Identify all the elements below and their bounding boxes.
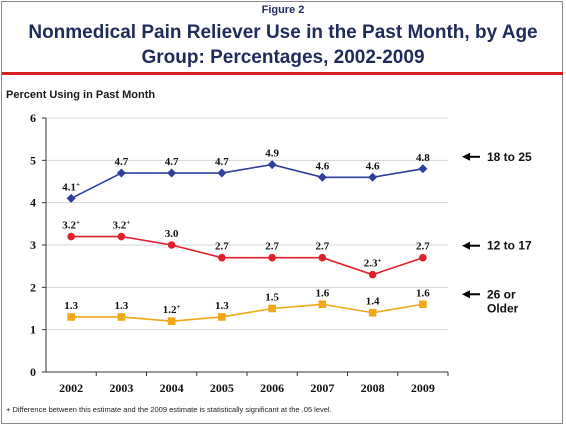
y-axis-label: Percent Using in Past Month — [6, 89, 156, 101]
data-point — [218, 253, 226, 262]
chart-title: Nonmedical Pain Reliever Use in the Past… — [28, 22, 538, 68]
data-label: 3.0 — [165, 228, 179, 240]
data-point — [318, 300, 327, 309]
data-point — [368, 308, 377, 317]
y-ticks: 0 1 2 3 4 5 6 — [30, 111, 36, 379]
series-layer: 4.1+ 4.7 4.7 4.7 4.9 4.6 4.6 4.8 3.2+ 3.2+ 3.0 2.7 2… — [62, 148, 430, 325]
data-label: 4.9 — [265, 148, 279, 160]
figure-label: Figure 2 — [261, 4, 305, 16]
y-tick-label: 1 — [30, 323, 36, 337]
data-label: 1.4 — [366, 296, 380, 308]
data-point — [218, 313, 226, 321]
y-tick-label: 3 — [30, 238, 36, 252]
data-point — [66, 193, 76, 203]
data-point — [167, 241, 176, 249]
data-point — [318, 253, 327, 262]
legend-arrowhead-icon — [462, 290, 470, 299]
data-point — [217, 168, 227, 178]
legend-18-to-25: 18 to 25 — [462, 150, 532, 164]
data-label: 2.7 — [316, 241, 330, 253]
x-tick-label: 2003 — [109, 381, 133, 395]
data-point — [117, 232, 126, 241]
y-tick-label: 6 — [30, 111, 36, 125]
series-line-12-to-17 — [71, 235, 424, 276]
data-point — [418, 164, 428, 174]
data-point — [419, 300, 427, 309]
data-label: 1.3 — [64, 300, 78, 312]
data-point — [268, 304, 276, 313]
data-label: 1.5 — [265, 292, 279, 304]
y-tick-label: 4 — [30, 196, 36, 210]
y-tick-label: 0 — [30, 365, 36, 379]
data-point — [116, 168, 126, 178]
data-label: 4.6 — [316, 160, 330, 172]
data-point — [167, 317, 176, 325]
data-label: 3.2+ — [113, 219, 131, 232]
data-label: 2.7 — [416, 241, 430, 253]
data-label: 4.7 — [215, 156, 229, 168]
data-point — [419, 253, 427, 262]
x-tick-label: 2005 — [210, 381, 234, 395]
x-tick-label: 2009 — [411, 381, 435, 395]
x-ticks: 2002 2003 2004 2005 2006 2007 2008 2009 — [59, 381, 435, 395]
data-point — [117, 313, 126, 321]
legend-arrowhead-icon — [462, 241, 470, 250]
y-tick-label: 2 — [30, 280, 36, 294]
data-point — [67, 313, 75, 321]
legend-arrowhead-icon — [462, 152, 470, 161]
series-line-26-or-older — [71, 303, 424, 323]
data-point — [368, 172, 378, 182]
data-label: 1.3 — [115, 300, 129, 312]
legend-label: 26 or — [487, 287, 516, 301]
data-label: 4.7 — [115, 156, 129, 168]
data-point — [368, 270, 377, 279]
data-point — [268, 253, 276, 262]
data-label: 4.1+ — [62, 180, 80, 193]
legend-label: 12 to 17 — [487, 239, 532, 253]
legend-12-to-17: 12 to 17 — [462, 239, 532, 253]
data-label: 3.2+ — [62, 219, 80, 232]
data-label: 1.6 — [416, 287, 430, 299]
data-label: 1.6 — [316, 287, 330, 299]
data-label: 2.7 — [215, 241, 229, 253]
data-point — [167, 168, 177, 178]
data-label: 2.7 — [265, 241, 279, 253]
series-18-to-25: 4.1+ 4.7 4.7 4.7 4.9 4.6 4.6 4.8 — [62, 148, 430, 203]
axes — [42, 117, 449, 376]
x-tick-label: 2008 — [361, 381, 385, 395]
x-tick-label: 2007 — [310, 381, 334, 395]
title-divider — [2, 72, 563, 75]
data-label: 2.3+ — [364, 257, 382, 270]
data-label: 1.2+ — [163, 303, 181, 316]
data-label: 1.3 — [215, 300, 229, 312]
x-tick-label: 2004 — [160, 381, 184, 395]
legend-label: Older — [487, 301, 519, 315]
data-point — [67, 232, 75, 241]
data-label: 4.8 — [416, 152, 430, 164]
gridlines — [46, 117, 448, 331]
data-point — [317, 172, 327, 182]
data-point — [267, 160, 277, 170]
series-12-to-17: 3.2+ 3.2+ 3.0 2.7 2.7 2.7 2.3+ 2.7 — [62, 219, 430, 279]
y-tick-label: 5 — [30, 153, 36, 167]
data-label: 4.7 — [165, 156, 179, 168]
footnote: + Difference between this estimate and t… — [6, 405, 332, 414]
legend-label: 18 to 25 — [487, 150, 532, 164]
series-26-or-older: 1.3 1.3 1.2+ 1.3 1.5 1.6 1.4 1.6 — [64, 287, 430, 325]
x-tick-label: 2002 — [59, 381, 83, 395]
data-label: 4.6 — [366, 160, 380, 172]
x-tick-label: 2006 — [260, 381, 284, 395]
series-line-18-to-25 — [70, 163, 424, 200]
